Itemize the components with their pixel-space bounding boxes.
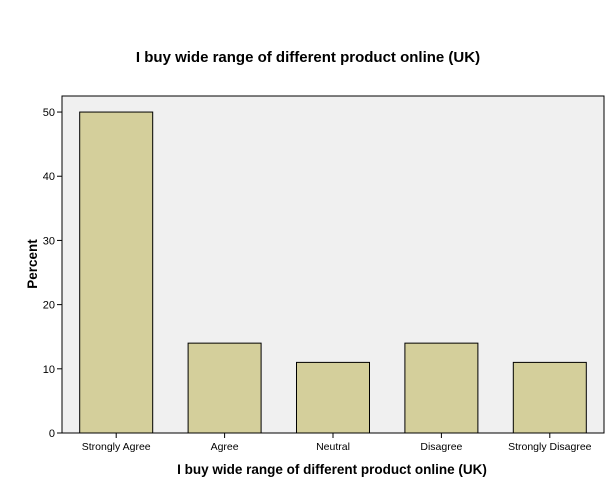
x-tick-label: Strongly Disagree [508, 441, 592, 453]
x-tick-label: Agree [211, 441, 239, 453]
x-tick-label: Strongly Agree [82, 441, 151, 453]
bar-disagree [404, 342, 479, 434]
y-tick-label: 40 [43, 171, 55, 183]
bar-agree [187, 342, 262, 434]
x-tick-label: Disagree [420, 441, 462, 453]
y-tick-label: 50 [43, 107, 55, 119]
bar-strongly-disagree [512, 361, 587, 434]
y-axis-title: Percent [25, 239, 40, 289]
chart-title: I buy wide range of different product on… [136, 49, 480, 66]
y-tick-label: 20 [43, 300, 55, 312]
x-axis-ticks: Strongly Agree Agree Neutral Disagree Strong… [82, 433, 592, 453]
x-axis-title: I buy wide range of different product on… [177, 462, 487, 477]
x-tick-label: Neutral [316, 441, 350, 453]
y-tick-label: 30 [43, 235, 55, 247]
bars [79, 111, 587, 434]
y-tick-label: 10 [43, 364, 55, 376]
bar-neutral [296, 361, 370, 434]
y-tick-label: 0 [49, 428, 55, 440]
y-axis-ticks: 0 10 20 30 40 50 [43, 107, 62, 440]
bar-strongly-agree [79, 111, 154, 434]
